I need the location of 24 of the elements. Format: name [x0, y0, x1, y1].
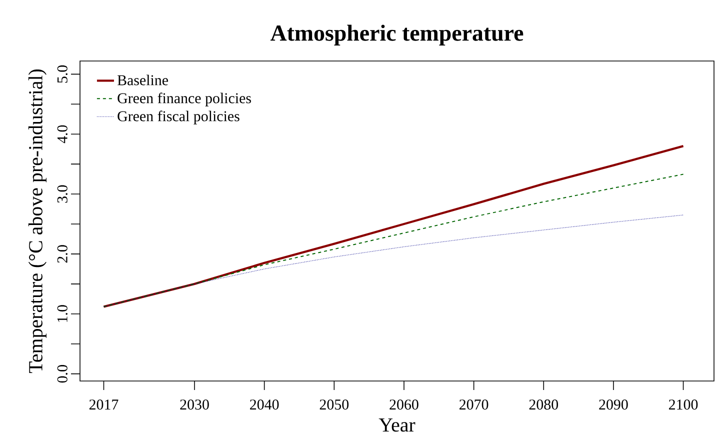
legend-label: Green finance policies — [118, 92, 251, 106]
y-tick-label: 5.0 — [57, 65, 68, 83]
line-series — [103, 174, 684, 308]
x-tick-label: 2017 — [89, 400, 118, 410]
y-tick-label: 1.0 — [57, 305, 68, 322]
line-series — [102, 144, 684, 308]
line-series — [103, 214, 684, 307]
x-tick-label: 2030 — [180, 400, 209, 410]
y-tick-label: 3.0 — [57, 185, 68, 203]
legend-label: Baseline — [118, 74, 168, 86]
x-tick-label: 2080 — [529, 400, 558, 410]
y-axis-title: Temperature (°C above pre-industrial) — [28, 69, 46, 374]
y-tick-label: 2.0 — [57, 245, 68, 263]
x-tick-label: 2050 — [320, 400, 349, 410]
x-tick-label: 2040 — [250, 400, 279, 410]
x-tick-label: 2090 — [599, 400, 628, 410]
chart-title: Atmospheric temperature — [270, 24, 524, 46]
x-tick-label: 2060 — [390, 400, 418, 410]
y-tick-label: 4.0 — [57, 125, 68, 144]
x-axis-title: Year — [378, 418, 416, 432]
y-tick-label: 0.0 — [57, 365, 68, 383]
x-tick-label: 2100 — [668, 400, 698, 410]
legend-label: Green fiscal policies — [118, 110, 240, 124]
x-tick-label: 2070 — [460, 400, 488, 410]
